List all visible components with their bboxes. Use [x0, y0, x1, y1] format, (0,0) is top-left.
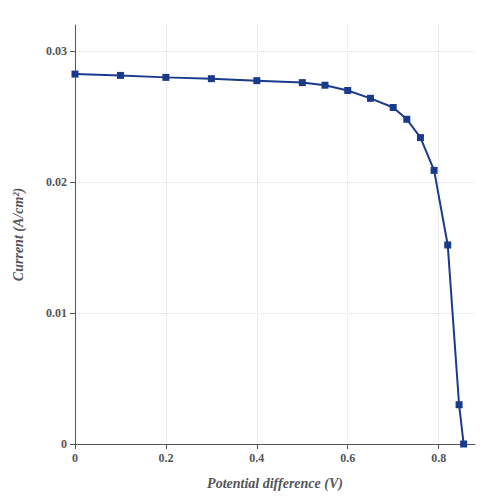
svg-text:Current (A/cm²): Current (A/cm²): [11, 188, 27, 281]
svg-text:0: 0: [72, 451, 78, 465]
svg-text:0.6: 0.6: [340, 451, 355, 465]
svg-text:0.4: 0.4: [249, 451, 264, 465]
svg-text:0.2: 0.2: [158, 451, 173, 465]
svg-text:0: 0: [61, 437, 67, 451]
svg-text:0.8: 0.8: [431, 451, 446, 465]
svg-text:0.02: 0.02: [46, 175, 67, 189]
svg-text:Potential difference (V): Potential difference (V): [207, 476, 343, 492]
svg-text:0.03: 0.03: [46, 44, 67, 58]
svg-text:0.01: 0.01: [46, 306, 67, 320]
